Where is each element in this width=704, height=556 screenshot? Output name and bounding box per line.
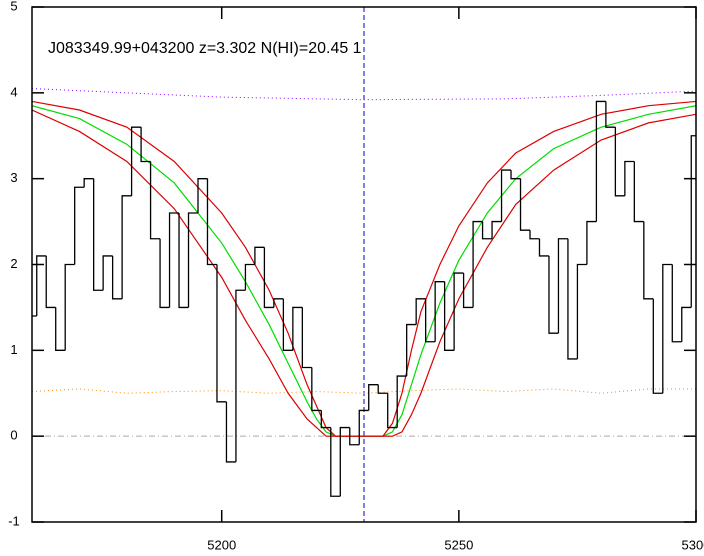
spectrum-step (358, 409, 369, 445)
spectrum-step (491, 220, 502, 239)
spectrum-step (567, 238, 578, 360)
spectrum-step (74, 186, 85, 265)
spectrum-step (254, 246, 265, 265)
spectrum-step (64, 263, 75, 351)
spectrum-step (396, 375, 407, 428)
spectrum-step (102, 255, 113, 291)
y-tick-label: 4 (10, 84, 17, 99)
spectrum-step (121, 195, 132, 299)
spectrum-step (443, 281, 455, 351)
spectrum-step (462, 273, 474, 309)
spectrum-step (510, 170, 521, 180)
continuum (32, 88, 696, 101)
y-tick-label: 0 (10, 428, 17, 443)
spectrum-step (406, 323, 417, 377)
spectrum-step (586, 220, 597, 265)
spectrum-step (624, 160, 635, 196)
spectrum-step (643, 221, 654, 300)
spectrum-step (83, 178, 94, 188)
spectrum-step (36, 255, 47, 316)
spectrum-step (292, 306, 303, 351)
y-tick-label: 2 (10, 256, 17, 271)
spectrum-step (197, 178, 208, 213)
spectrum-step (662, 263, 673, 394)
spectrum-step (425, 298, 436, 343)
spectrum-step (614, 127, 625, 197)
spectrum-step (130, 126, 142, 196)
spectrum-step (349, 427, 360, 446)
spectrum-step (168, 212, 180, 308)
spectrum-step (206, 178, 217, 266)
spectrum-step (434, 281, 445, 342)
spectrum-step (538, 238, 549, 257)
x-tick-label: 5300 (682, 537, 704, 552)
spectrum-step (45, 255, 56, 309)
spectrum-step (235, 289, 246, 462)
error (32, 388, 696, 394)
spectrum-step (690, 135, 696, 308)
spectrum-step (159, 238, 170, 309)
spectrum-step (330, 427, 341, 497)
y-tick-label: 5 (10, 0, 17, 13)
spectrum-step (548, 255, 559, 334)
spectrum-step (111, 255, 123, 300)
spectrum-step (529, 230, 540, 240)
spectrum-step (301, 307, 312, 369)
spectrum-step (500, 169, 512, 222)
spectrum-step (576, 263, 587, 359)
spectrum-step (377, 384, 388, 394)
spectrum-step (263, 247, 274, 309)
spectrum-step (652, 298, 663, 394)
y-tick-label: 1 (10, 342, 17, 357)
y-tick-label: -1 (8, 513, 20, 528)
spectrum-step (605, 101, 616, 128)
spectrum-step (311, 367, 322, 412)
spectrum-step (339, 426, 350, 497)
spectrum-step (273, 298, 284, 308)
y-tick-label: 3 (10, 170, 17, 185)
spectrum-step (225, 401, 236, 463)
spectrum-step (671, 264, 682, 343)
spectrum-step (140, 127, 151, 163)
spectrum-step (633, 161, 644, 223)
plot-frame (31, 6, 697, 523)
spectrum-step (320, 410, 331, 429)
spectrum-step (557, 238, 568, 334)
spectrum-step (149, 161, 161, 240)
spectrum-step (187, 212, 198, 308)
x-tick-label: 5200 (207, 537, 236, 552)
spectrum-step (178, 213, 189, 309)
x-tick-label: 5250 (444, 537, 473, 552)
spectrum-step (415, 298, 426, 325)
spectrum-step (93, 178, 104, 291)
spectrum-step (472, 220, 483, 308)
annotation: J083349.99+043200 z=3.302 N(HI)=20.45 1 (48, 40, 362, 57)
spectrum-step (244, 263, 255, 291)
model-curve (32, 109, 696, 437)
spectrum-step (282, 298, 293, 351)
spectrum-step (387, 393, 398, 429)
spectrum-step (681, 306, 692, 342)
spectrum-step (595, 100, 606, 222)
spectrum-step (55, 307, 66, 351)
spectrum-step (519, 178, 530, 231)
spectrum-step (368, 384, 379, 411)
plot-area (32, 7, 696, 522)
spectrum-step (216, 264, 227, 403)
spectrum-step (481, 221, 493, 240)
spectrum-step (453, 272, 464, 351)
